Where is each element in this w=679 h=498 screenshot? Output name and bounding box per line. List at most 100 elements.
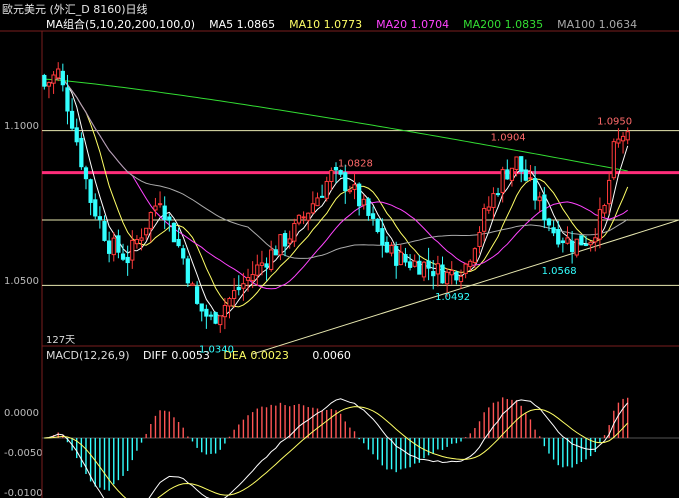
y-tick-price-1: 1.1000 — [4, 121, 39, 132]
candle-body — [167, 216, 172, 221]
price-label: 1.0904 — [491, 132, 526, 143]
candle-body — [241, 283, 246, 289]
candle-body — [208, 314, 214, 317]
candle-body — [111, 237, 116, 256]
macd-dea-line — [44, 406, 629, 498]
candle-body — [357, 183, 362, 207]
candle-body — [301, 216, 306, 219]
candle-body — [65, 87, 70, 112]
candle-body — [310, 203, 315, 214]
candle-body — [551, 227, 556, 234]
candle-body — [528, 177, 533, 180]
candle-body — [185, 258, 190, 284]
candle-body — [83, 167, 89, 180]
candle-body — [56, 68, 61, 79]
candle-body — [523, 169, 528, 181]
candle-body — [546, 218, 552, 226]
candle-body — [69, 110, 75, 129]
candle-body — [88, 179, 93, 203]
candle-body — [625, 131, 630, 141]
candle-body — [468, 260, 473, 268]
candle-body — [245, 277, 251, 281]
candle-body — [431, 271, 436, 277]
candle-body — [560, 240, 565, 244]
candle-body — [440, 264, 445, 284]
candle-body — [125, 256, 130, 264]
candle-body — [570, 240, 575, 253]
candle-body — [199, 303, 204, 312]
candle-body — [213, 312, 218, 324]
candle-body — [463, 263, 468, 274]
candle-body — [287, 238, 292, 244]
support-trendline — [252, 219, 679, 355]
candle-body — [417, 260, 422, 275]
candle-body — [296, 214, 302, 224]
candle-body — [315, 197, 320, 207]
candle-body — [495, 193, 501, 196]
candle-body — [565, 237, 570, 244]
candle-body — [134, 239, 140, 245]
candle-body — [389, 245, 394, 254]
candle-body — [458, 275, 464, 283]
candle-body — [97, 216, 102, 221]
dea-label: DEA — [223, 349, 247, 362]
candle-body — [491, 193, 496, 208]
y-tick-macd-1: 0.0000 — [4, 408, 39, 419]
candle-body — [472, 248, 478, 263]
candle-body — [454, 271, 459, 281]
candle-body — [602, 204, 607, 214]
candle-body — [482, 208, 487, 232]
candle-body — [370, 213, 376, 219]
ma-legend-item: MA100 1.0634 — [557, 18, 638, 31]
candle-body — [338, 170, 343, 175]
candle-body — [574, 238, 579, 256]
candle-body — [583, 243, 589, 246]
candle-body — [46, 82, 52, 87]
candle-body — [74, 127, 79, 143]
candle-body — [352, 184, 357, 190]
candle-body — [278, 234, 283, 256]
candle-body — [319, 195, 325, 198]
y-tick-macd-2: -0.0050 — [4, 448, 43, 459]
candle-body — [162, 205, 167, 221]
candle-body — [259, 262, 265, 266]
candle-body — [324, 180, 329, 199]
macd-diff-line — [44, 398, 629, 498]
macd-name: MACD(12,26,9) — [46, 349, 130, 362]
candle-body — [194, 286, 200, 304]
candle-body — [500, 169, 505, 193]
diff-value: 0.0053 — [171, 349, 210, 362]
candle-body — [269, 249, 274, 270]
candle-body — [407, 261, 413, 268]
candle-body — [347, 189, 353, 193]
macd-value: 0.0060 — [312, 349, 351, 362]
candle-body — [477, 231, 482, 247]
candle-body — [190, 283, 195, 286]
price-label: 1.0568 — [542, 266, 577, 277]
candle-body — [218, 315, 223, 326]
candle-body — [421, 261, 427, 278]
ma200-line — [44, 78, 628, 172]
ma-legend-item: MA5 1.0865 — [209, 18, 276, 31]
candle-body — [514, 156, 519, 171]
ma-legend-item: MA组合(5,10,20,200,100,0) — [46, 18, 196, 31]
candle-body — [486, 206, 491, 211]
candle-body — [505, 169, 510, 180]
candle-body — [139, 237, 144, 241]
candle-body — [282, 233, 288, 247]
candle-body — [426, 260, 431, 269]
candle-body — [620, 135, 626, 142]
candle-body — [579, 235, 584, 246]
candle-body — [222, 304, 228, 318]
candle-body — [449, 269, 454, 276]
candle-body — [232, 290, 237, 299]
candle-body — [204, 308, 209, 317]
candle-body — [593, 237, 598, 243]
candle-body — [394, 246, 399, 266]
candle-body — [532, 178, 538, 201]
candle-body — [607, 179, 612, 205]
candle-body — [306, 212, 311, 221]
candle-body — [403, 254, 408, 263]
